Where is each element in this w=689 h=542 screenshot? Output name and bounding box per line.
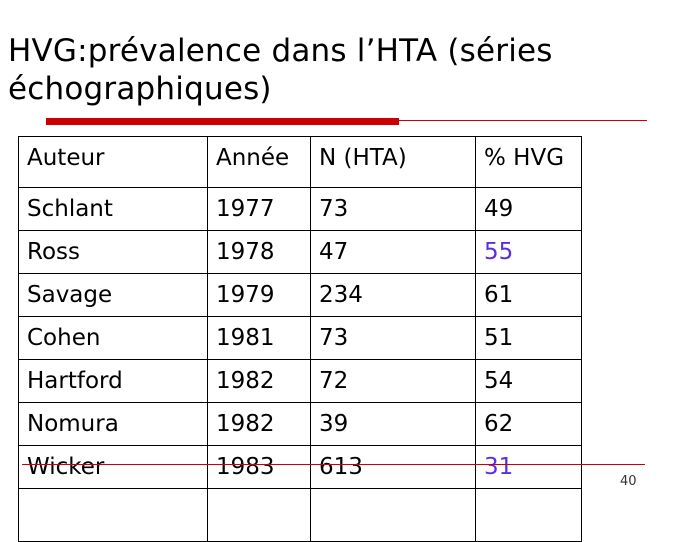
cell-year: 1979 <box>207 273 311 317</box>
cell-year: 1982 <box>207 359 311 403</box>
table-row: Cohen 1981 73 51 <box>18 316 582 360</box>
cell-pct: 49 <box>475 187 582 231</box>
cell-n: 73 <box>310 316 476 360</box>
cell-pct: 54 <box>475 359 582 403</box>
cell-author: Nomura <box>18 402 208 446</box>
table-header-row: Auteur Année N (HTA) % HVG <box>18 136 582 188</box>
table-row: Hartford 1982 72 54 <box>18 359 582 403</box>
cell-empty <box>207 488 311 542</box>
cell-author: Hartford <box>18 359 208 403</box>
cell-pct: 61 <box>475 273 582 317</box>
cell-author: Ross <box>18 230 208 274</box>
cell-pct: 51 <box>475 316 582 360</box>
table-row: Schlant 1977 73 49 <box>18 187 582 231</box>
cell-author: Schlant <box>18 187 208 231</box>
cell-n: 613 <box>310 445 476 489</box>
cell-n: 39 <box>310 402 476 446</box>
cell-year: 1983 <box>207 445 311 489</box>
slide-title: HVG:prévalence dans l’HTA (séries échogr… <box>8 32 668 108</box>
cell-author: Cohen <box>18 316 208 360</box>
cell-pct: 55 <box>475 230 582 274</box>
cell-n: 234 <box>310 273 476 317</box>
cell-empty <box>475 488 582 542</box>
cell-n: 73 <box>310 187 476 231</box>
cell-pct: 62 <box>475 402 582 446</box>
title-thin-rule <box>399 120 647 121</box>
cell-empty <box>18 488 208 542</box>
header-n-hta: N (HTA) <box>310 136 476 188</box>
table-empty-row <box>18 488 582 542</box>
table-row: Nomura 1982 39 62 <box>18 402 582 446</box>
page-number: 40 <box>620 474 637 489</box>
header-year: Année <box>207 136 311 188</box>
cell-year: 1981 <box>207 316 311 360</box>
header-pct-hvg: % HVG <box>475 136 582 188</box>
header-author: Auteur <box>18 136 208 188</box>
title-accent-rule <box>46 118 399 125</box>
cell-n: 72 <box>310 359 476 403</box>
table-row: Ross 1978 47 55 <box>18 230 582 274</box>
table-body: Schlant 1977 73 49 Ross 1978 47 55 Savag… <box>18 187 582 542</box>
cell-n: 47 <box>310 230 476 274</box>
table-row: Wicker 1983 613 31 <box>18 445 582 489</box>
cell-empty <box>310 488 476 542</box>
cell-author: Savage <box>18 273 208 317</box>
cell-year: 1977 <box>207 187 311 231</box>
prevalence-table: Auteur Année N (HTA) % HVG Schlant 1977 … <box>18 136 582 542</box>
footer-rule <box>22 464 645 465</box>
cell-year: 1978 <box>207 230 311 274</box>
cell-year: 1982 <box>207 402 311 446</box>
slide-title-line-2: échographiques) <box>8 71 272 107</box>
slide-title-line-1: HVG:prévalence dans l’HTA (séries <box>8 33 553 69</box>
cell-author: Wicker <box>18 445 208 489</box>
table-row: Savage 1979 234 61 <box>18 273 582 317</box>
cell-pct: 31 <box>475 445 582 489</box>
